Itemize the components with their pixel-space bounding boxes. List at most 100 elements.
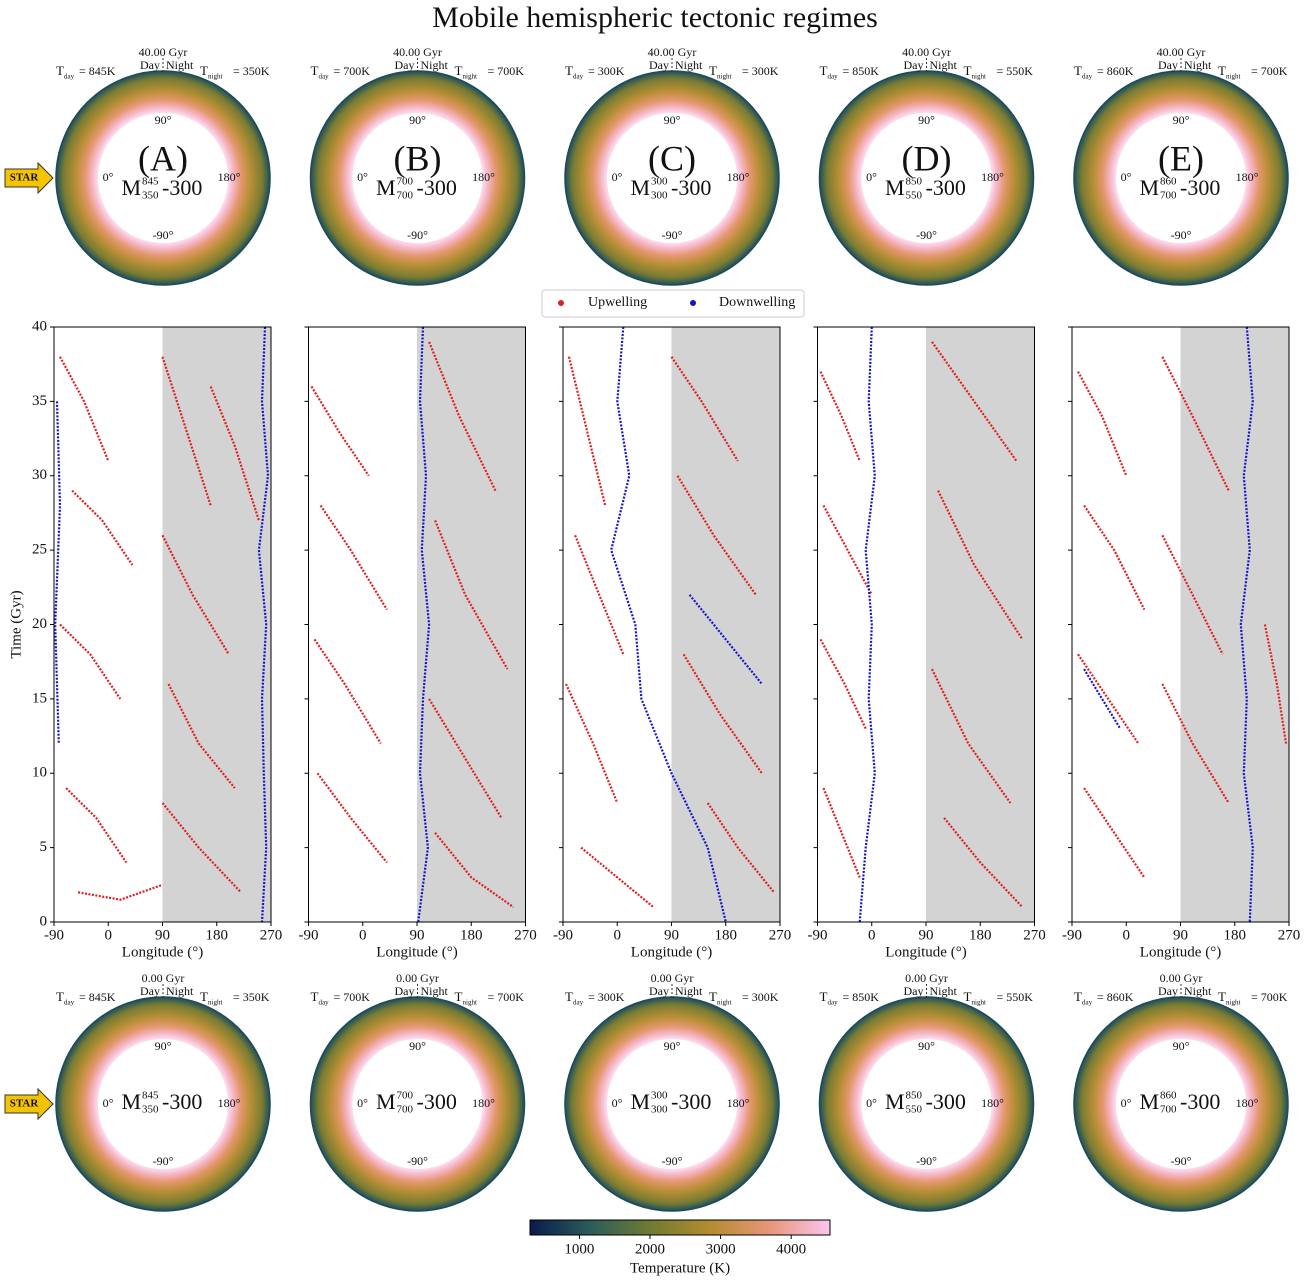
upwelling-track [78, 885, 162, 900]
x-tick-label: 0 [868, 927, 876, 943]
t-night-symbol: T [964, 63, 972, 78]
upwelling-track [1084, 506, 1144, 610]
upwelling-track [821, 639, 866, 728]
model-suffix: -300 [162, 1089, 202, 1114]
x-tick-label: 90 [1173, 927, 1188, 943]
angle-label: -90° [916, 1154, 937, 1168]
t-night-symbol: T [455, 989, 463, 1004]
upwelling-track [566, 684, 617, 803]
model-main: M [630, 175, 650, 200]
x-tick-label: 0 [105, 927, 113, 943]
legend-label: Downwelling [719, 295, 795, 310]
colorbar-tick-label: 3000 [706, 1241, 736, 1257]
x-tick-label: 0 [1123, 927, 1131, 943]
night-label: Night [675, 58, 703, 72]
model-suffix: -300 [926, 175, 966, 200]
t-night-value: = 300K [742, 990, 779, 1004]
colorbar [530, 1220, 830, 1235]
legend-marker [690, 300, 696, 306]
angle-label: -90° [1171, 1154, 1192, 1168]
x-tick-label: -90 [44, 927, 64, 943]
model-suffix: -300 [417, 175, 457, 200]
x-tick-label: -90 [299, 927, 319, 943]
colorbar-label: Temperature (K) [630, 1260, 730, 1276]
t-day-symbol: T [56, 63, 64, 78]
y-tick-label: 25 [32, 542, 47, 558]
t-night-sub: night [463, 73, 477, 81]
y-tick-label: 0 [40, 913, 48, 929]
star-label: STAR [10, 172, 40, 184]
t-day-symbol: T [565, 63, 573, 78]
model-suffix: -300 [671, 1089, 711, 1114]
angle-label: -90° [662, 228, 683, 242]
snapshot-time: 0.00 Gyr [905, 971, 948, 985]
model-sup: 700 [397, 176, 414, 188]
x-tick-label: 270 [1278, 927, 1301, 943]
t-night-symbol: T [964, 989, 972, 1004]
snapshot-time: 0.00 Gyr [1160, 971, 1203, 985]
t-day-value: = 300K [588, 64, 625, 78]
model-main: M [376, 1089, 396, 1114]
night-shade [417, 327, 526, 922]
model-suffix: -300 [671, 175, 711, 200]
model-sub: 350 [142, 190, 159, 202]
angle-label: -90° [916, 228, 937, 242]
legend-label: Upwelling [588, 295, 647, 310]
angle-label: 180° [981, 170, 1004, 184]
x-axis-label: Longitude (°) [631, 944, 712, 960]
day-label: Day [140, 984, 160, 998]
angle-label: 0° [1121, 1096, 1132, 1110]
model-suffix: -300 [1180, 175, 1220, 200]
upwelling-track [569, 357, 605, 506]
t-night-symbol: T [709, 63, 717, 78]
night-label: Night [930, 984, 958, 998]
angle-label: -90° [407, 1154, 428, 1168]
upwelling-track [60, 625, 120, 699]
t-day-sub: day [828, 73, 839, 81]
t-night-sub: night [972, 999, 986, 1007]
model-suffix: -300 [926, 1089, 966, 1114]
upwelling-track [824, 506, 872, 595]
y-tick-label: 5 [40, 839, 48, 855]
t-night-symbol: T [709, 989, 717, 1004]
angle-label: -90° [153, 228, 174, 242]
y-axis-label: Time (Gyr) [8, 590, 24, 658]
angle-label: 0° [357, 1096, 368, 1110]
angle-label: -90° [407, 228, 428, 242]
panel-label: (E) [1158, 138, 1204, 178]
angle-label: 90° [664, 1039, 681, 1053]
t-day-value: = 700K [334, 990, 371, 1004]
snapshot-time: 40.00 Gyr [902, 45, 951, 59]
angle-label: 180° [981, 1096, 1004, 1110]
t-night-symbol: T [1218, 989, 1226, 1004]
night-label: Night [1184, 984, 1212, 998]
t-day-sub: day [828, 999, 839, 1007]
angle-label: 0° [1121, 170, 1132, 184]
model-sup: 845 [142, 176, 159, 188]
x-tick-label: 90 [919, 927, 934, 943]
t-day-sub: day [573, 999, 584, 1007]
t-night-symbol: T [1218, 63, 1226, 78]
panel-label: (B) [394, 138, 442, 178]
star-label: STAR [10, 1098, 40, 1110]
night-label: Night [421, 58, 449, 72]
upwelling-track [60, 357, 108, 461]
t-day-value: = 860K [1097, 990, 1134, 1004]
model-main: M [1139, 175, 1159, 200]
t-night-value: = 700K [1251, 990, 1288, 1004]
snapshot-time: 0.00 Gyr [651, 971, 694, 985]
x-tick-label: -90 [808, 927, 828, 943]
day-label: Day [649, 58, 669, 72]
t-night-value: = 700K [488, 64, 525, 78]
day-label: Day [904, 984, 924, 998]
x-tick-label: 90 [664, 927, 679, 943]
t-day-symbol: T [1074, 63, 1082, 78]
model-sup: 300 [651, 1090, 668, 1102]
model-sub: 700 [1160, 1104, 1177, 1116]
model-sub: 300 [651, 1104, 668, 1116]
night-label: Night [930, 58, 958, 72]
model-suffix: -300 [162, 175, 202, 200]
y-tick-label: 40 [32, 318, 47, 334]
colorbar-tick-label: 2000 [635, 1241, 665, 1257]
upwelling-track [72, 491, 132, 565]
